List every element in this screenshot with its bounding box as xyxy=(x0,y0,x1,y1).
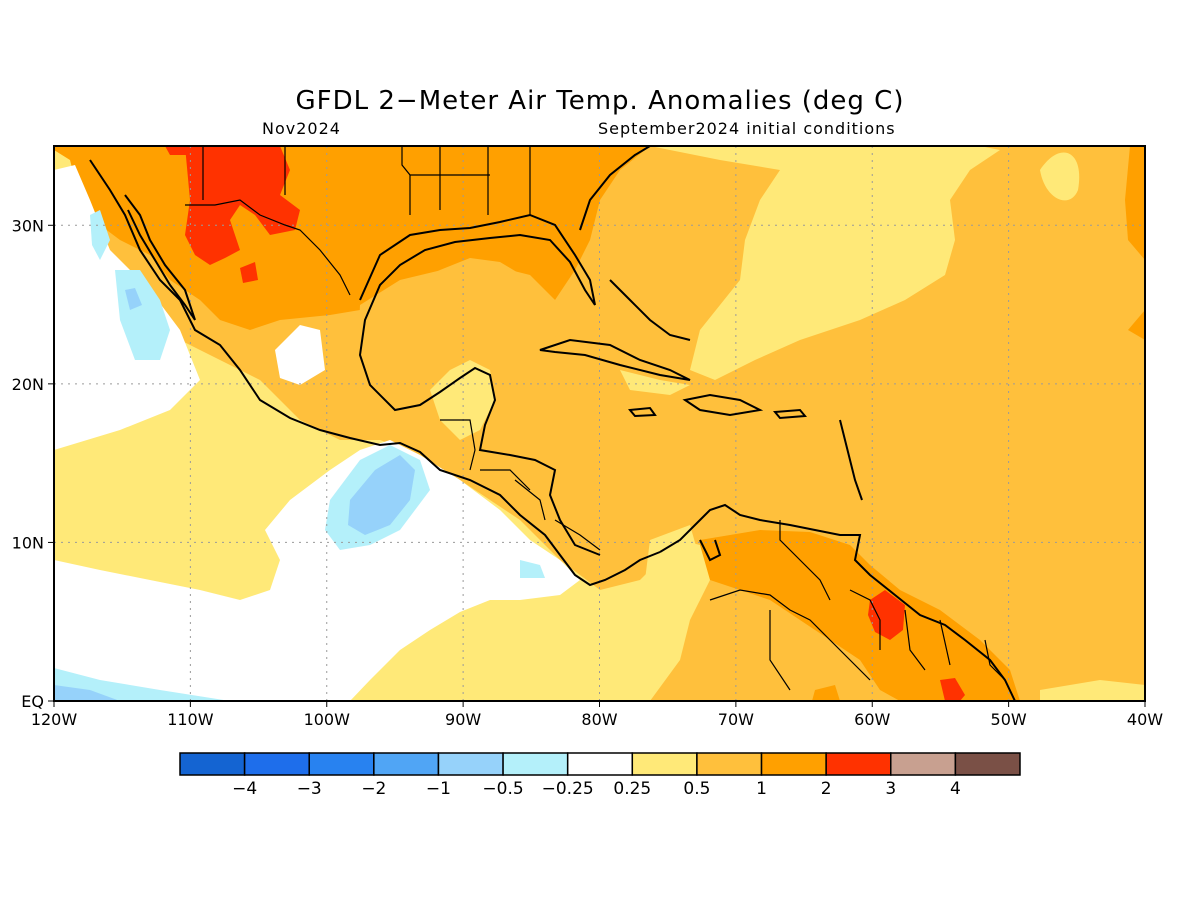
colorbar-label: 1 xyxy=(756,779,767,799)
field-brazil-2-3 xyxy=(940,678,965,701)
colorbar-swatch xyxy=(954,752,1021,776)
colorbar: −4 −3 −2 −1 −0.5 −0.25 0.25 0.5 1 2 3 4 xyxy=(179,752,1021,799)
field-sa-0.25-0.5 xyxy=(645,525,700,620)
coastlines xyxy=(89,146,1016,701)
lat-tick-label: 20N xyxy=(12,375,44,394)
lon-tick-label: 120W xyxy=(31,710,78,729)
colorbar-label: −3 xyxy=(297,779,322,799)
field-atlantic-spot xyxy=(1040,152,1080,201)
colorbar-label: 0.5 xyxy=(683,779,710,799)
coast-mexico-pacific xyxy=(89,159,661,587)
colorbar-swatch xyxy=(825,752,892,776)
lon-tick-label: 100W xyxy=(304,710,351,729)
colorbar-label: −0.5 xyxy=(482,779,523,799)
colorbar-swatch xyxy=(308,752,375,776)
coast-bahamas xyxy=(609,279,691,341)
border-us-states xyxy=(202,146,580,215)
colorbar-label: −1 xyxy=(426,779,451,799)
field-eq-light-cyan xyxy=(54,668,230,701)
colorbar-label: 3 xyxy=(885,779,896,799)
lon-tick-label: 90W xyxy=(445,710,481,729)
colorbar-label: 4 xyxy=(950,779,961,799)
field-sw-2-3 xyxy=(185,146,300,265)
coast-maracaibo xyxy=(699,539,722,562)
colorbar-swatch xyxy=(631,752,698,776)
field-sw-spot xyxy=(240,262,258,283)
field-east2-1-2 xyxy=(1128,310,1145,340)
colorbar-swatch xyxy=(760,752,827,776)
valid-month: Nov2024 xyxy=(262,119,341,138)
lat-tick-label: 10N xyxy=(12,533,44,552)
field-mexico-neutral xyxy=(275,325,325,385)
lon-tick-label: 50W xyxy=(991,710,1027,729)
lat-tick-label: EQ xyxy=(21,692,44,711)
axis-labels: 120W 110W 100W 90W 80W 70W 60W 50W 40W 30N 20N 10N E… xyxy=(12,216,1164,729)
lat-tick-label: 30N xyxy=(12,216,44,235)
colorbar-label: −4 xyxy=(232,779,257,799)
colorbar-swatch xyxy=(890,752,957,776)
field-eq-mid-blue xyxy=(54,685,120,701)
field-eq-atl-0.25-0.5 xyxy=(1040,680,1145,701)
colorbar-swatch xyxy=(696,752,763,776)
colorbar-label: −0.25 xyxy=(542,779,594,799)
colorbar-label: 0.25 xyxy=(613,779,651,799)
field-pacific-mid-blue2 xyxy=(125,288,142,310)
field-east-1-2 xyxy=(1125,146,1145,260)
border-south-america xyxy=(709,520,1006,691)
coast-us-east xyxy=(579,146,651,231)
coast-south-america xyxy=(659,503,1016,701)
lon-tick-label: 80W xyxy=(581,710,617,729)
field-venezuela-1-2 xyxy=(700,530,1020,701)
colorbar-swatch xyxy=(373,752,440,776)
coast-lesser-antilles xyxy=(839,419,863,501)
grid-lines xyxy=(54,146,1145,701)
border-central-america xyxy=(440,419,601,551)
field-pacific-light-cyan2 xyxy=(90,210,110,260)
field-ne-spot xyxy=(165,146,195,155)
lon-tick-label: 70W xyxy=(718,710,754,729)
colorbar-swatch xyxy=(179,752,246,776)
coast-gulf xyxy=(358,213,601,556)
lon-tick-label: 60W xyxy=(854,710,890,729)
field-gulf-0.5-1 xyxy=(358,265,560,410)
coast-hispaniola xyxy=(682,393,764,417)
lon-tick-label: 40W xyxy=(1127,710,1163,729)
colorbar-label: 2 xyxy=(821,779,832,799)
field-panama-light-cyan xyxy=(520,560,545,578)
colorbar-swatch xyxy=(502,752,569,776)
colorbar-label: −2 xyxy=(361,779,386,799)
anomaly-field xyxy=(54,146,1145,701)
field-atlantic-0.25-0.5 xyxy=(650,146,1000,380)
coast-cuba xyxy=(539,338,691,381)
border-us-mexico xyxy=(185,199,351,296)
coast-baja xyxy=(124,194,196,321)
field-sa-spot xyxy=(812,685,840,701)
coast-puerto-rico xyxy=(772,408,808,420)
field-pacific-neutral2 xyxy=(54,440,580,701)
colorbar-swatch xyxy=(437,752,504,776)
init-conditions: September2024 initial conditions xyxy=(598,119,896,138)
field-pacific-mid-blue xyxy=(348,455,415,535)
field-guiana-2-3 xyxy=(868,590,905,640)
coast-jamaica xyxy=(628,406,657,418)
colorbar-swatch xyxy=(566,752,634,776)
lon-tick-label: 110W xyxy=(167,710,214,729)
colorbar-swatch xyxy=(243,752,310,776)
borders xyxy=(185,146,1006,691)
field-carib-0.25-0.5 xyxy=(620,370,690,395)
map-title: GFDL 2−Meter Air Temp. Anomalies (deg C) xyxy=(295,86,905,116)
